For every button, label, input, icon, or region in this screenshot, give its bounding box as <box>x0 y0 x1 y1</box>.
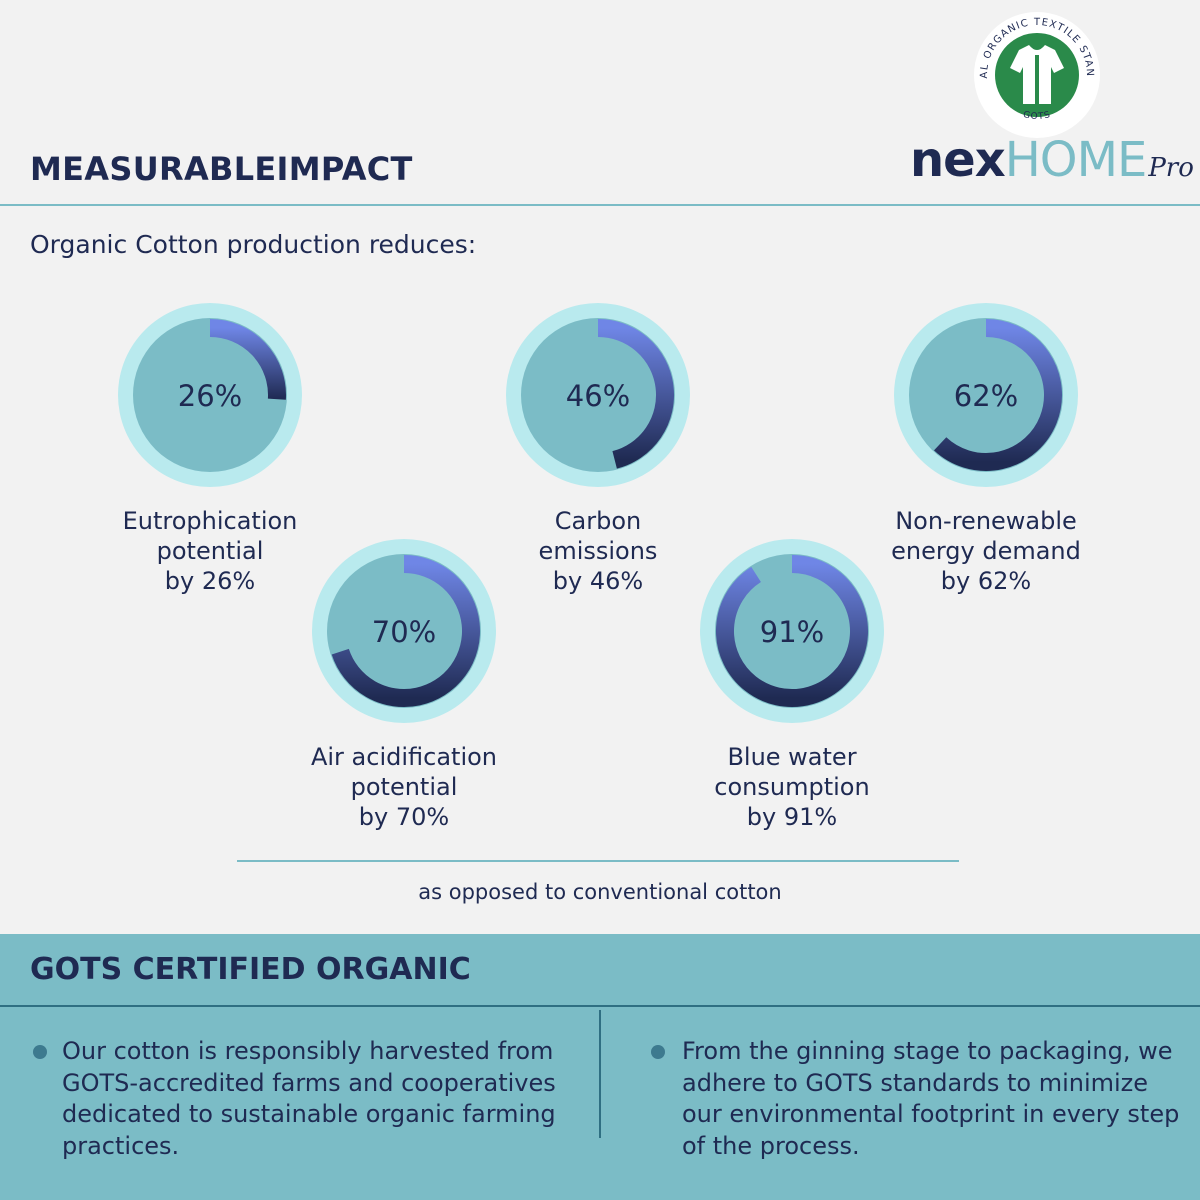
label-line: by 26% <box>164 567 256 595</box>
donut-base-eutrophication <box>133 318 287 472</box>
title-divider <box>0 204 1200 206</box>
label-line: Carbon <box>554 507 642 535</box>
page-title: MEASURABLEIMPACT <box>30 150 413 188</box>
seal-text-bottom: GOTS <box>1022 110 1051 122</box>
label-eutrophication: Eutrophication potential by 26% <box>80 506 340 596</box>
donut-arc-carbon <box>597 319 674 469</box>
gots-title: GOTS CERTIFIED ORGANIC <box>30 952 471 987</box>
gots-seal-icon: GLOBAL ORGANIC TEXTILE STANDARD GOTS <box>972 10 1100 138</box>
label-line: by 70% <box>358 803 450 831</box>
label-line: by 91% <box>746 803 838 831</box>
label-line: Non-renewable <box>895 507 1077 535</box>
donut-glow-carbon <box>506 303 690 487</box>
brand-wordmark: nexHOMEPro <box>910 132 1194 188</box>
label-line: potential <box>350 773 458 801</box>
label-line: potential <box>156 537 264 565</box>
donut-arc-air-acidification <box>331 555 480 707</box>
donut-value-eutrophication: 26% <box>178 379 242 413</box>
label-line: by 46% <box>552 567 644 595</box>
donut-value-carbon: 46% <box>566 379 630 413</box>
label-nonrenewable: Non-renewable energy demand by 62% <box>856 506 1116 596</box>
brand-name-pro: Pro <box>1148 153 1194 183</box>
svg-text:GOTS: GOTS <box>1022 110 1052 122</box>
label-blue-water: Blue water consumption by 91% <box>662 742 922 832</box>
footnote-divider <box>237 860 959 862</box>
donut-base-carbon <box>521 318 675 472</box>
donut-arc-eutrophication <box>209 319 286 400</box>
label-line: by 62% <box>940 567 1032 595</box>
label-line: Air acidification <box>310 743 498 771</box>
donut-base-nonrenewable <box>909 318 1063 472</box>
donut-base-air-acidification <box>327 554 481 708</box>
donut-base-blue-water <box>715 554 869 708</box>
page-subtitle: Organic Cotton production reduces: <box>30 230 477 259</box>
brand-logo: GLOBAL ORGANIC TEXTILE STANDARD GOTS nex… <box>900 10 1194 190</box>
label-line: consumption <box>714 773 870 801</box>
label-line: Blue water <box>727 743 857 771</box>
label-carbon: Carbon emissions by 46% <box>468 506 728 596</box>
donut-glow-eutrophication <box>118 303 302 487</box>
donut-value-blue-water: 91% <box>760 615 824 649</box>
bullet-dot-icon <box>651 1045 665 1059</box>
label-line: emissions <box>538 537 658 565</box>
gots-column-divider <box>599 1010 601 1138</box>
label-line: energy demand <box>891 537 1081 565</box>
footnote: as opposed to conventional cotton <box>418 880 782 904</box>
label-air-acidification: Air acidification potential by 70% <box>274 742 534 832</box>
brand-name-nex: nex <box>910 132 1006 188</box>
brand-name-home: HOME <box>1004 132 1148 188</box>
gots-divider <box>0 1005 1200 1007</box>
gots-bullet-right: From the ginning stage to packaging, we … <box>682 1037 1180 1160</box>
gots-bullet-left: Our cotton is responsibly harvested from… <box>62 1037 556 1160</box>
bullet-dot-icon <box>33 1045 47 1059</box>
donut-value-nonrenewable: 62% <box>954 379 1018 413</box>
donut-arc-blue-water <box>716 555 868 707</box>
donut-glow-nonrenewable <box>894 303 1078 487</box>
label-line: Eutrophication <box>122 507 298 535</box>
donut-arc-nonrenewable <box>933 319 1062 471</box>
donut-value-air-acidification: 70% <box>372 615 436 649</box>
